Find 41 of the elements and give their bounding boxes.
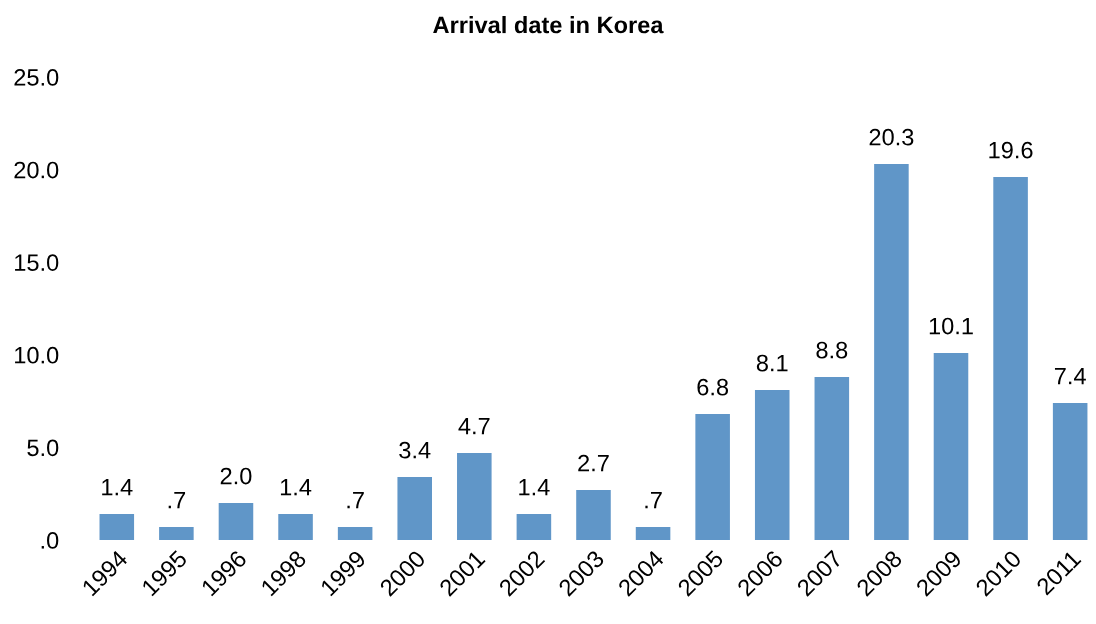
data-label: 6.8	[697, 378, 729, 396]
bar	[754, 389, 790, 540]
bar	[993, 177, 1028, 540]
bar	[1052, 402, 1088, 540]
y-tick-label: .0	[41, 532, 59, 549]
bar	[99, 514, 135, 540]
bar	[516, 514, 552, 540]
data-label: 3.4	[399, 441, 431, 459]
data-label: .7	[645, 492, 662, 509]
y-tick-label: 10.0	[15, 346, 59, 364]
bar	[635, 527, 671, 540]
bar	[457, 452, 492, 540]
data-label: 2.7	[578, 454, 609, 472]
y-tick-label: 20.0	[14, 161, 59, 179]
bar	[218, 502, 254, 540]
bar	[576, 490, 611, 540]
data-label: 4.7	[458, 417, 490, 435]
data-label: 20.3	[869, 128, 914, 146]
data-label: 7.4	[1054, 367, 1086, 385]
data-label: 8.1	[756, 354, 788, 372]
data-label: .7	[347, 492, 364, 509]
y-tick-label: 5.0	[27, 439, 59, 457]
data-label: 1.4	[280, 479, 312, 496]
bar	[695, 414, 730, 540]
chart-title: Arrival date in Korea	[433, 16, 664, 34]
data-label: 1.4	[519, 479, 550, 496]
data-label: 1.4	[102, 479, 133, 496]
bar	[814, 377, 850, 540]
y-tick-label: 25.0	[14, 69, 59, 86]
data-label: .7	[168, 492, 186, 509]
data-label: 19.6	[989, 141, 1033, 159]
y-tick-label: 15.0	[15, 254, 59, 271]
bar	[159, 527, 194, 540]
bar	[874, 164, 909, 540]
data-label: 10.1	[929, 317, 973, 335]
bar	[278, 514, 313, 540]
bar	[933, 352, 969, 540]
bar	[337, 527, 373, 540]
data-label: 8.8	[816, 341, 848, 359]
data-label: 2.0	[220, 467, 252, 485]
bar	[397, 477, 432, 540]
